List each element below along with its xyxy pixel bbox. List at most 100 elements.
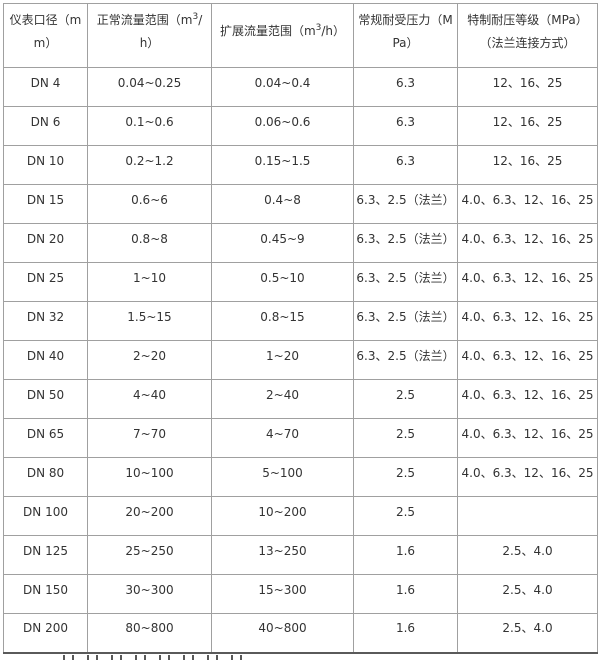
table-cell: 0.04~0.4 (211, 67, 354, 107)
table-row: DN 125 25~250 13~250 1.6 2.5、4.0 (3, 535, 598, 575)
table-cell (457, 496, 598, 536)
table-cell: 0.4~8 (211, 184, 354, 224)
table-cell: 4.0、6.3、12、16、25 (457, 223, 598, 263)
table-cell: 1~10 (87, 262, 212, 302)
row-header-cell: DN 10 (3, 145, 88, 185)
table-header: 仪表口径（mm） 正常流量范围（m3/h） 扩展流量范围（m3/h） 常规耐受压… (3, 3, 598, 68)
table-cell: 7~70 (87, 418, 212, 458)
table-row: DN 40 2~20 1~20 6.3、2.5（法兰） 4.0、6.3、12、16、25 (3, 340, 598, 380)
column-header-label: /h） (321, 24, 346, 38)
row-header-cell: DN 6 (3, 106, 88, 146)
table-row: DN 6 0.1~0.6 0.06~0.6 6.3 12、16、25 (3, 106, 598, 146)
table-cell: 0.45~9 (211, 223, 354, 263)
table-cell: 4.0、6.3、12、16、25 (457, 457, 598, 497)
table-cell: 2~40 (211, 379, 354, 419)
column-header-label: /h） (139, 12, 203, 50)
table-row: DN 4 0.04~0.25 0.04~0.4 6.3 12、16、25 (3, 67, 598, 107)
table-body: DN 4 0.04~0.25 0.04~0.4 6.3 12、16、25 DN 6 0.1~… (3, 67, 598, 653)
table-cell: 15~300 (211, 574, 354, 614)
table-cell: 0.04~0.25 (87, 67, 212, 107)
table-cell: 4.0、6.3、12、16、25 (457, 184, 598, 224)
table-row: DN 200 80~800 40~800 1.6 2.5、4.0 (3, 613, 598, 653)
clipped-text-fragment (63, 655, 255, 660)
table-cell: 12、16、25 (457, 106, 598, 146)
table-cell: 6.3、2.5（法兰） (353, 262, 458, 302)
row-header-cell: DN 40 (3, 340, 88, 380)
column-header-extended-flow: 扩展流量范围（m3/h） (211, 3, 354, 68)
column-header-label: 扩展流量范围（m (219, 24, 316, 38)
table-cell: 30~300 (87, 574, 212, 614)
table-cell: 1.5~15 (87, 301, 212, 341)
column-header-label: 常规耐受压力（MPa） (358, 12, 453, 50)
table-cell: 1~20 (211, 340, 354, 380)
row-header-cell: DN 15 (3, 184, 88, 224)
table-cell: 6.3、2.5（法兰） (353, 301, 458, 341)
table-cell: 2.5 (353, 457, 458, 497)
table-cell: 13~250 (211, 535, 354, 575)
table-cell: 0.8~8 (87, 223, 212, 263)
table-cell: 5~100 (211, 457, 354, 497)
row-header-cell: DN 32 (3, 301, 88, 341)
table-row: DN 10 0.2~1.2 0.15~1.5 6.3 12、16、25 (3, 145, 598, 185)
table-cell: 4~40 (87, 379, 212, 419)
table-row: DN 25 1~10 0.5~10 6.3、2.5（法兰） 4.0、6.3、12、16、… (3, 262, 598, 302)
table-row: DN 20 0.8~8 0.45~9 6.3、2.5（法兰） 4.0、6.3、12、16… (3, 223, 598, 263)
row-header-cell: DN 25 (3, 262, 88, 302)
table-cell: 2.5 (353, 379, 458, 419)
table-cell: 2.5、4.0 (457, 574, 598, 614)
superscript: 3 (315, 23, 322, 33)
column-header-special-pressure: 特制耐压等级（MPa）（法兰连接方式） (457, 3, 598, 68)
table-cell: 4~70 (211, 418, 354, 458)
table-cell: 6.3 (353, 67, 458, 107)
row-header-cell: DN 50 (3, 379, 88, 419)
table-row: DN 50 4~40 2~40 2.5 4.0、6.3、12、16、25 (3, 379, 598, 419)
table-cell: 40~800 (211, 613, 354, 653)
row-header-cell: DN 125 (3, 535, 88, 575)
column-header-normal-flow: 正常流量范围（m3/h） (87, 3, 212, 68)
table-row: DN 65 7~70 4~70 2.5 4.0、6.3、12、16、25 (3, 418, 598, 458)
table-cell: 1.6 (353, 535, 458, 575)
table-cell: 6.3、2.5（法兰） (353, 184, 458, 224)
table-cell: 6.3 (353, 106, 458, 146)
table-cell: 4.0、6.3、12、16、25 (457, 340, 598, 380)
column-header-standard-pressure: 常规耐受压力（MPa） (353, 3, 458, 68)
table-cell: 4.0、6.3、12、16、25 (457, 379, 598, 419)
table-row: DN 150 30~300 15~300 1.6 2.5、4.0 (3, 574, 598, 614)
table-cell: 1.6 (353, 574, 458, 614)
table-cell: 2.5 (353, 496, 458, 536)
column-header-label: 正常流量范围（m (96, 12, 193, 27)
table-row: DN 15 0.6~6 0.4~8 6.3、2.5（法兰） 4.0、6.3、12、16、… (3, 184, 598, 224)
row-header-cell: DN 20 (3, 223, 88, 263)
table-cell: 6.3 (353, 145, 458, 185)
table-cell: 0.2~1.2 (87, 145, 212, 185)
table-row: DN 80 10~100 5~100 2.5 4.0、6.3、12、16、25 (3, 457, 598, 497)
column-header-label: 特制耐压等级（MPa）（法兰连接方式） (467, 12, 588, 50)
table-cell: 0.06~0.6 (211, 106, 354, 146)
table-cell: 0.15~1.5 (211, 145, 354, 185)
table-cell: 20~200 (87, 496, 212, 536)
header-row: 仪表口径（mm） 正常流量范围（m3/h） 扩展流量范围（m3/h） 常规耐受压… (3, 3, 598, 68)
table-cell: 2.5、4.0 (457, 613, 598, 653)
table-cell: 10~200 (211, 496, 354, 536)
superscript: 3 (192, 11, 199, 22)
table-cell: 12、16、25 (457, 145, 598, 185)
flow-range-spec-table: 仪表口径（mm） 正常流量范围（m3/h） 扩展流量范围（m3/h） 常规耐受压… (3, 3, 598, 654)
table-cell: 2.5、4.0 (457, 535, 598, 575)
table-cell: 12、16、25 (457, 67, 598, 107)
table-cell: 0.6~6 (87, 184, 212, 224)
row-header-cell: DN 100 (3, 496, 88, 536)
row-header-cell: DN 65 (3, 418, 88, 458)
column-header-diameter: 仪表口径（mm） (3, 3, 88, 68)
table-cell: 2~20 (87, 340, 212, 380)
table-cell: 4.0、6.3、12、16、25 (457, 418, 598, 458)
table-cell: 80~800 (87, 613, 212, 653)
table-cell: 4.0、6.3、12、16、25 (457, 301, 598, 341)
table-cell: 0.8~15 (211, 301, 354, 341)
row-header-cell: DN 80 (3, 457, 88, 497)
row-header-cell: DN 4 (3, 67, 88, 107)
table-cell: 6.3、2.5（法兰） (353, 340, 458, 380)
table-cell: 25~250 (87, 535, 212, 575)
table-cell: 4.0、6.3、12、16、25 (457, 262, 598, 302)
table-cell: 10~100 (87, 457, 212, 497)
